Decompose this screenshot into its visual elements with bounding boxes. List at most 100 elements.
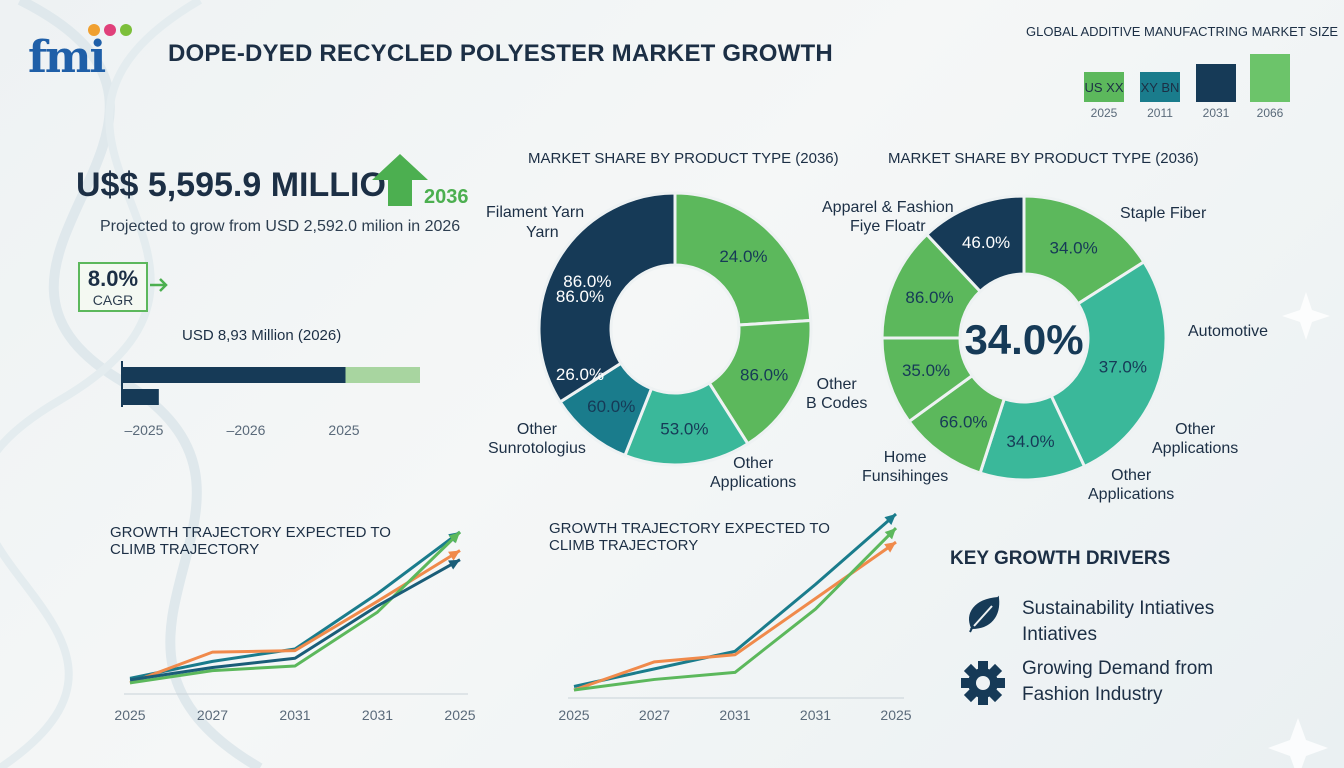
label-line: Applications bbox=[710, 474, 797, 491]
driver-item-sustainability: Sustainability Intiatives Intiatives bbox=[1022, 596, 1214, 648]
title-line: CLIMB TRAJECTORY bbox=[110, 541, 260, 558]
growth-line-chart-1: 2025 2027 2031 2031 2025 bbox=[114, 530, 476, 723]
mini-bar-1: XY BN bbox=[1140, 72, 1180, 102]
usd-bar-tick-label: 2025 bbox=[328, 422, 359, 438]
trajectory-arrowhead bbox=[448, 550, 460, 561]
driver-line: Intiatives bbox=[1022, 624, 1097, 645]
label-line: Other bbox=[733, 455, 774, 472]
donut-slice bbox=[1022, 194, 1146, 306]
headline-year: 2036 bbox=[424, 186, 469, 208]
mini-bar-label: US XX bbox=[1084, 79, 1124, 95]
donut-slice-label: 34.0% bbox=[1006, 432, 1054, 451]
headline-value: U$$ 5,595.9 MILLION bbox=[76, 166, 411, 204]
donut-slice-label: 24.0% bbox=[719, 247, 767, 266]
donut1-label-yarn: Yarn bbox=[526, 224, 559, 241]
driver-line: Fashion Industry bbox=[1022, 684, 1163, 705]
trajectory-line bbox=[129, 530, 462, 685]
gear-icon bbox=[961, 661, 1005, 705]
donut1-label-filament: Filament Yarn bbox=[486, 204, 585, 221]
mini-bar-year: 2011 bbox=[1147, 106, 1173, 120]
trajectory-line bbox=[573, 512, 897, 688]
donut2-title: MARKET SHARE BY PRODUCT TYPE (2036) bbox=[888, 150, 1199, 167]
donut1-label-other-applications: Other Applications bbox=[710, 454, 796, 492]
trajectory-arrowhead bbox=[448, 532, 460, 544]
label-line: Other bbox=[1175, 421, 1216, 438]
donut-slice-label: 46.0% bbox=[962, 233, 1010, 252]
donut-slice-label: 66.0% bbox=[939, 412, 987, 431]
fmi-logo: fmi bbox=[26, 22, 138, 83]
mini-bar-label: XY BN bbox=[1140, 79, 1180, 95]
donut2-label-automotive: Automotive bbox=[1188, 323, 1269, 340]
product-type-donut-1: 24.0%86.0%53.0%60.0%86.0%86.0%26.0% bbox=[537, 191, 813, 467]
x-tick-label: 2025 bbox=[444, 707, 475, 723]
donut-slice bbox=[537, 191, 677, 404]
product-type-donut-2: 34.0% 37.0% 34.0% 66.0% 35.0% 86.0% 46.0% 34.0% bbox=[880, 194, 1168, 482]
growth-line-chart-2: 2025 2027 2031 2031 2025 bbox=[558, 512, 912, 723]
donut2-label-other-applications-2: Other Applications bbox=[1088, 466, 1174, 504]
donut-extra-label: 26.0% bbox=[556, 365, 604, 384]
x-tick-label: 2031 bbox=[719, 707, 750, 723]
x-tick-label: 2031 bbox=[362, 707, 393, 723]
driver-line: Sustainability Intiatives bbox=[1022, 598, 1215, 619]
donut-extra-label: 86.0% bbox=[556, 287, 604, 306]
donut-slice bbox=[673, 191, 813, 327]
cagr-badge: 8.0% CAGR bbox=[78, 262, 148, 312]
label-line: Apparel & Fashion bbox=[822, 199, 954, 216]
donut-center-label: 34.0% bbox=[964, 316, 1083, 363]
donut-slice-label: 53.0% bbox=[660, 420, 708, 439]
trajectory-arrowhead bbox=[884, 542, 896, 553]
mini-bar-year: 2031 bbox=[1202, 106, 1230, 120]
mini-bar-0: US XX bbox=[1084, 72, 1124, 102]
mini-bar-2 bbox=[1196, 64, 1236, 102]
x-tick-label: 2025 bbox=[114, 707, 145, 723]
donut-slice-label: 37.0% bbox=[1099, 358, 1147, 377]
donut2-label-apparel: Apparel & Fashion Fiye Floatr bbox=[822, 198, 954, 236]
title-line: CLIMB TRAJECTORY bbox=[549, 537, 699, 554]
label-line: Fiye Floatr bbox=[850, 218, 926, 235]
usd-bar-segment bbox=[122, 367, 346, 383]
trajectory-arrowhead bbox=[448, 559, 460, 570]
x-tick-label: 2027 bbox=[639, 707, 670, 723]
usd-bar-label: USD 8,93 Million (2026) bbox=[182, 327, 342, 344]
mini-bar-year: 2066 bbox=[1256, 106, 1284, 120]
trajectory-arrowhead bbox=[884, 528, 896, 540]
driver-item-fashion: Growing Demand from Fashion Industry bbox=[1022, 656, 1213, 708]
x-tick-label: 2025 bbox=[880, 707, 911, 723]
trajectory-line bbox=[129, 530, 461, 680]
market-size-title: GLOBAL ADDITIVE MANUFACTRING MARKET SIZE bbox=[1026, 24, 1339, 39]
trajectory-line bbox=[129, 558, 461, 682]
logo-text: fmi bbox=[28, 32, 106, 83]
donut2-label-staple: Staple Fiber bbox=[1120, 205, 1207, 222]
trajectory-arrowhead bbox=[884, 514, 896, 526]
x-tick-label: 2031 bbox=[800, 707, 831, 723]
cagr-label: CAGR bbox=[92, 292, 134, 308]
donut-slice bbox=[1049, 259, 1168, 469]
donut1-label-other-sunrot: Other Sunrotologius bbox=[488, 420, 586, 458]
driver-line: Growing Demand from bbox=[1022, 658, 1214, 679]
line1-title: GROWTH TRAJECTORY EXPECTED TO CLIMB TRAJ… bbox=[110, 524, 391, 558]
title-line: GROWTH TRAJECTORY EXPECTED TO bbox=[549, 520, 830, 537]
trajectory-line bbox=[573, 527, 898, 692]
mini-bar-year: 2025 bbox=[1090, 106, 1118, 120]
usd-bar-tick-label: –2026 bbox=[227, 422, 266, 438]
donut-slice-label: 60.0% bbox=[587, 397, 635, 416]
label-line: Funsihinges bbox=[862, 468, 949, 485]
logo-dots-icon bbox=[88, 24, 132, 36]
label-line: Sunrotologius bbox=[488, 440, 586, 457]
donut-slice-label: 34.0% bbox=[1050, 239, 1098, 258]
donut-slice-label: 86.0% bbox=[905, 288, 953, 307]
usd-bar-chart: –2025 –2026 2025 bbox=[121, 361, 420, 438]
drivers-heading: KEY GROWTH DRIVERS bbox=[950, 548, 1171, 569]
donut2-label-other-applications-1: Other Applications bbox=[1152, 420, 1238, 458]
donut1-title: MARKET SHARE BY PRODUCT TYPE (2036) bbox=[528, 150, 839, 167]
usd-bar-secondary bbox=[122, 389, 159, 405]
cagr-arrow-icon bbox=[150, 278, 168, 292]
x-tick-label: 2031 bbox=[279, 707, 310, 723]
trajectory-line bbox=[573, 540, 897, 692]
label-line: Other bbox=[816, 376, 857, 393]
label-line: Home bbox=[883, 449, 927, 466]
cagr-value: 8.0% bbox=[87, 266, 139, 291]
page-title: DOPE-DYED RECYCLED POLYESTER MARKET GROW… bbox=[168, 40, 833, 67]
leaf-icon bbox=[969, 595, 1000, 633]
